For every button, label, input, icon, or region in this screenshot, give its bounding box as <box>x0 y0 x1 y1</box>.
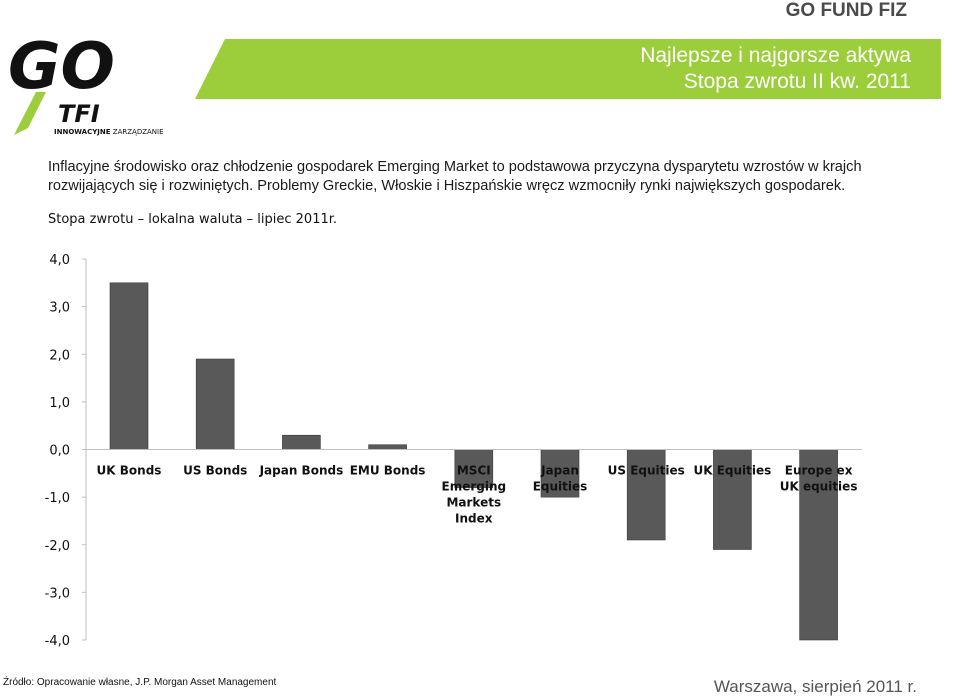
x-category-label-line: Index <box>455 512 493 526</box>
x-category-label: Japan Equities <box>533 464 588 494</box>
x-category-label-line: Emerging <box>442 480 507 494</box>
source-note: Źródło: Opracowanie własne, J.P. Morgan … <box>3 677 277 688</box>
x-category-label: Europe ex UK equities <box>780 464 858 494</box>
x-category-label-line: Markets <box>446 496 501 510</box>
x-category-label-line: EMU Bonds <box>350 464 426 478</box>
logo-sub: TFI <box>58 100 100 128</box>
x-category-label: MSCI Emerging Markets Index <box>442 464 507 526</box>
x-category-label-line: MSCI <box>457 464 491 478</box>
x-category-label-line: Europe ex <box>785 464 853 478</box>
chart-title: Stopa zwrotu – lokalna waluta – lipiec 2… <box>48 212 338 227</box>
bar <box>454 449 494 488</box>
bar <box>799 449 838 641</box>
banner-title: Najlepsze i najgorsze aktywa <box>640 44 911 67</box>
title-banner: Najlepsze i najgorsze aktywa Stopa zwrot… <box>195 39 941 99</box>
bar <box>713 449 752 550</box>
y-tick-label: -4,0 <box>45 634 70 649</box>
y-tick-label: -1,0 <box>45 491 70 506</box>
banner-subtitle: Stopa zwrotu II kw. 2011 <box>683 70 911 93</box>
go-tfi-logo: GO TFI INNOWACYJNE ZARZĄDZANIE <box>8 30 164 136</box>
logo-tagline-rest: ZARZĄDZANIE <box>113 128 164 136</box>
brand-name: GO FUND FIZ <box>785 0 907 21</box>
logo-main: GO <box>8 30 115 104</box>
bar <box>109 282 149 450</box>
y-tick-label: 4,0 <box>49 253 70 268</box>
y-tick-label: -2,0 <box>45 539 70 554</box>
x-category-label: US Bonds <box>183 464 247 478</box>
x-category-label: UK Equities <box>694 464 772 478</box>
x-category-label-line: US Bonds <box>183 464 247 478</box>
x-category-label: EMU Bonds <box>350 464 426 478</box>
bar <box>368 444 407 450</box>
logo-swoosh-icon <box>14 92 46 135</box>
x-category-label-line: UK Equities <box>694 464 772 478</box>
bar <box>282 434 321 450</box>
y-tick-label: 0,0 <box>49 444 70 459</box>
x-category-label: Japan Bonds <box>259 464 344 478</box>
y-tick-label: 3,0 <box>49 301 70 316</box>
y-tick-label: -3,0 <box>45 586 70 601</box>
x-category-label-line: UK equities <box>780 480 858 494</box>
y-tick-label: 1,0 <box>49 396 70 411</box>
logo-tagline-bold: INNOWACYJNE <box>54 128 111 136</box>
x-category-label-line: Japan Bonds <box>259 464 344 478</box>
y-tick-label: 2,0 <box>49 348 70 363</box>
x-category-label: US Equities <box>608 464 685 478</box>
bar <box>195 358 235 450</box>
footer-date: Warszawa, sierpień 2011 r. <box>713 677 917 696</box>
logo-tagline: INNOWACYJNE ZARZĄDZANIE <box>54 128 164 136</box>
x-category-label-line: Japan <box>540 464 579 478</box>
x-category-label-line: US Equities <box>608 464 685 478</box>
x-category-label-line: Equities <box>533 480 588 494</box>
x-category-label-line: UK Bonds <box>97 464 162 478</box>
x-category-label: UK Bonds <box>97 464 162 478</box>
intro-text: Inflacyjne środowisko oraz chłodzenie go… <box>48 159 862 194</box>
bar <box>626 449 666 541</box>
